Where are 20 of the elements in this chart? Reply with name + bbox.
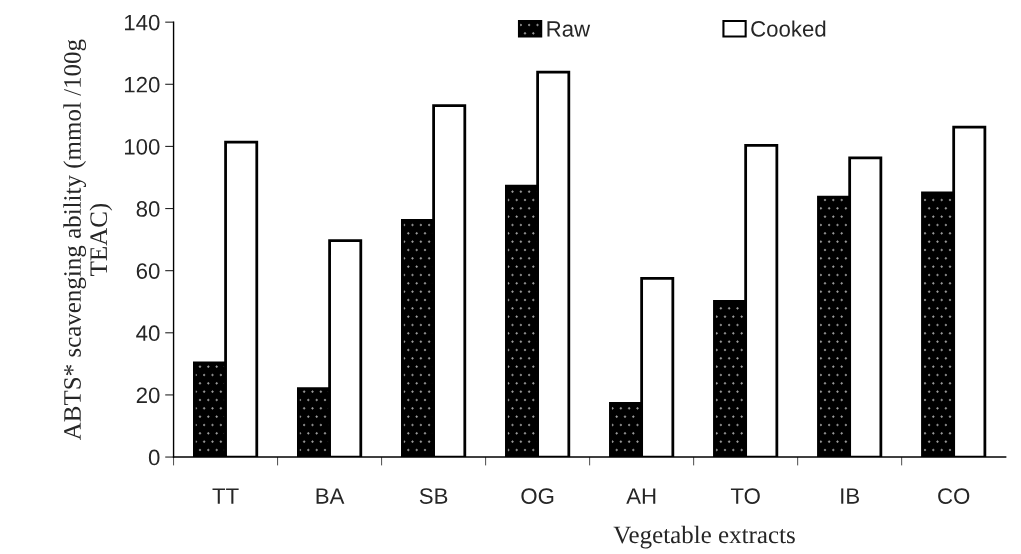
x-tick-label: AH <box>626 488 656 504</box>
x-tick-label: TT <box>212 488 239 504</box>
y-tick-label: 120 <box>125 76 160 93</box>
x-tick-label: TO <box>730 488 760 504</box>
legend-label: Cooked <box>751 20 826 37</box>
x-tick-label: SB <box>419 488 448 504</box>
x-tick-label: IB <box>841 488 859 504</box>
y-axis-title: ABTS* scavenging ability (mmol /100g TEAC) <box>63 39 113 441</box>
legend-label: Raw <box>547 21 591 37</box>
y-tick-label: 60 <box>136 263 160 279</box>
y-tick-label: 100 <box>125 138 160 155</box>
y-tick-label: 20 <box>136 387 160 404</box>
x-axis-title: Vegetable extracts <box>613 525 795 549</box>
y-tick-label: 0 <box>148 449 160 466</box>
x-tick-label: CO <box>938 488 970 504</box>
x-tick-label: OG <box>521 488 554 504</box>
y-tick-label: 140 <box>125 14 160 31</box>
y-tick-label: 80 <box>136 201 160 217</box>
y-tick-label: 40 <box>136 325 160 342</box>
x-tick-label: BA <box>316 488 345 504</box>
